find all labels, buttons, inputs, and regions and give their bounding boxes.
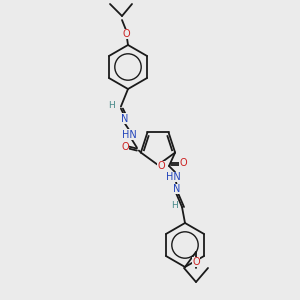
Text: HN: HN xyxy=(122,130,136,140)
Text: O: O xyxy=(192,257,200,267)
Text: O: O xyxy=(121,142,129,152)
Text: H: H xyxy=(171,202,177,211)
Text: O: O xyxy=(157,161,165,171)
Text: N: N xyxy=(121,114,129,124)
Text: HN: HN xyxy=(166,172,180,182)
Text: O: O xyxy=(122,29,130,39)
Text: O: O xyxy=(179,158,187,168)
Text: H: H xyxy=(109,101,115,110)
Text: N: N xyxy=(173,184,181,194)
